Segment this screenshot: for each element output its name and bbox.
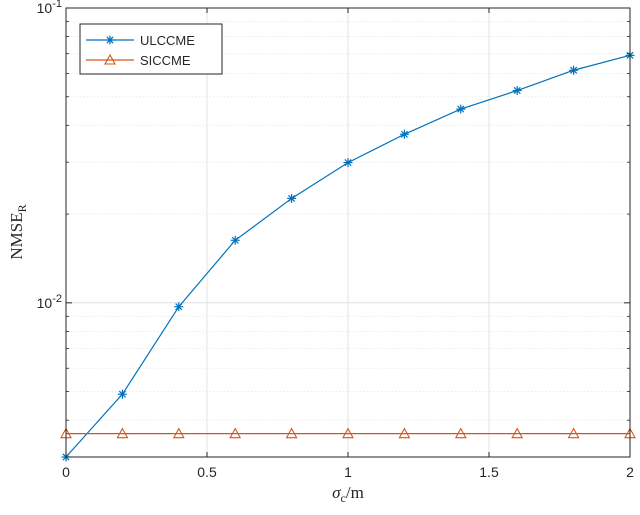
data-point [567,427,580,439]
y-tick-label: 10-1 [37,0,62,16]
data-point [230,235,240,245]
data-point [454,427,467,439]
data-point [342,427,354,439]
marker-triangle [342,427,354,439]
legend-entries: ULCCME SICCME [86,33,195,68]
legend-marker [104,53,116,65]
y-axis-label-sub: R [15,204,29,212]
data-point [569,65,579,75]
marker-stroke [231,236,239,244]
marker-triangle [285,427,298,439]
marker-triangle [104,53,116,65]
x-tick-label: 2 [626,464,634,480]
marker-stroke [118,390,126,398]
marker-triangle [398,427,411,439]
data-point [343,158,353,168]
svg-text:NMSER: NMSER [7,204,29,259]
data-point [172,427,185,439]
series-layer [60,50,636,462]
legend-entry-siccme: SICCME [86,53,191,68]
x-tick-label: 1 [344,464,352,480]
data-point [399,129,409,139]
legend-label: SICCME [140,53,191,68]
series-ulccme [61,50,635,462]
marker-stroke [288,194,296,203]
data-point [511,427,524,439]
data-point [456,104,466,114]
legend-label: ULCCME [140,33,195,48]
axis-layer: 0 0.5 1 1.5 2 10-2 10-1 [37,0,634,480]
x-axis-label-main: σ [332,483,341,502]
marker-triangle [116,427,129,439]
data-point [285,427,298,439]
x-axis-label: σc/m [332,483,364,505]
data-point [512,86,522,96]
legend-marker [105,35,115,45]
data-point [229,427,242,439]
marker-triangle [229,427,242,439]
data-point [116,427,129,439]
marker-stroke [400,130,408,138]
legend: ULCCME SICCME [79,23,223,75]
x-axis-label-sub: c [341,491,346,505]
y-axis-label-main: NMSE [7,212,26,259]
marker-stroke [570,66,578,74]
legend-entry-ulccme: ULCCME [86,33,195,48]
data-point [287,193,297,203]
data-point [174,302,184,312]
marker-triangle [511,427,524,439]
marker-stroke [106,36,114,44]
y-axis-label: NMSER [7,204,29,259]
marker-triangle [172,427,185,439]
marker-stroke [344,159,352,167]
marker-triangle [567,427,580,439]
marker-triangle [454,427,467,439]
data-point [398,427,411,439]
x-axis-label-tail: /m [346,483,364,502]
x-tick-label: 0 [62,464,70,480]
marker-stroke [457,105,465,113]
legend-box [79,23,223,75]
x-tick-label: 0.5 [197,464,217,480]
marker-stroke [175,303,183,311]
x-tick-label: 1.5 [479,464,499,480]
marker-stroke [513,86,521,95]
data-point [117,389,127,399]
y-tick-label: 10-2 [37,293,62,311]
